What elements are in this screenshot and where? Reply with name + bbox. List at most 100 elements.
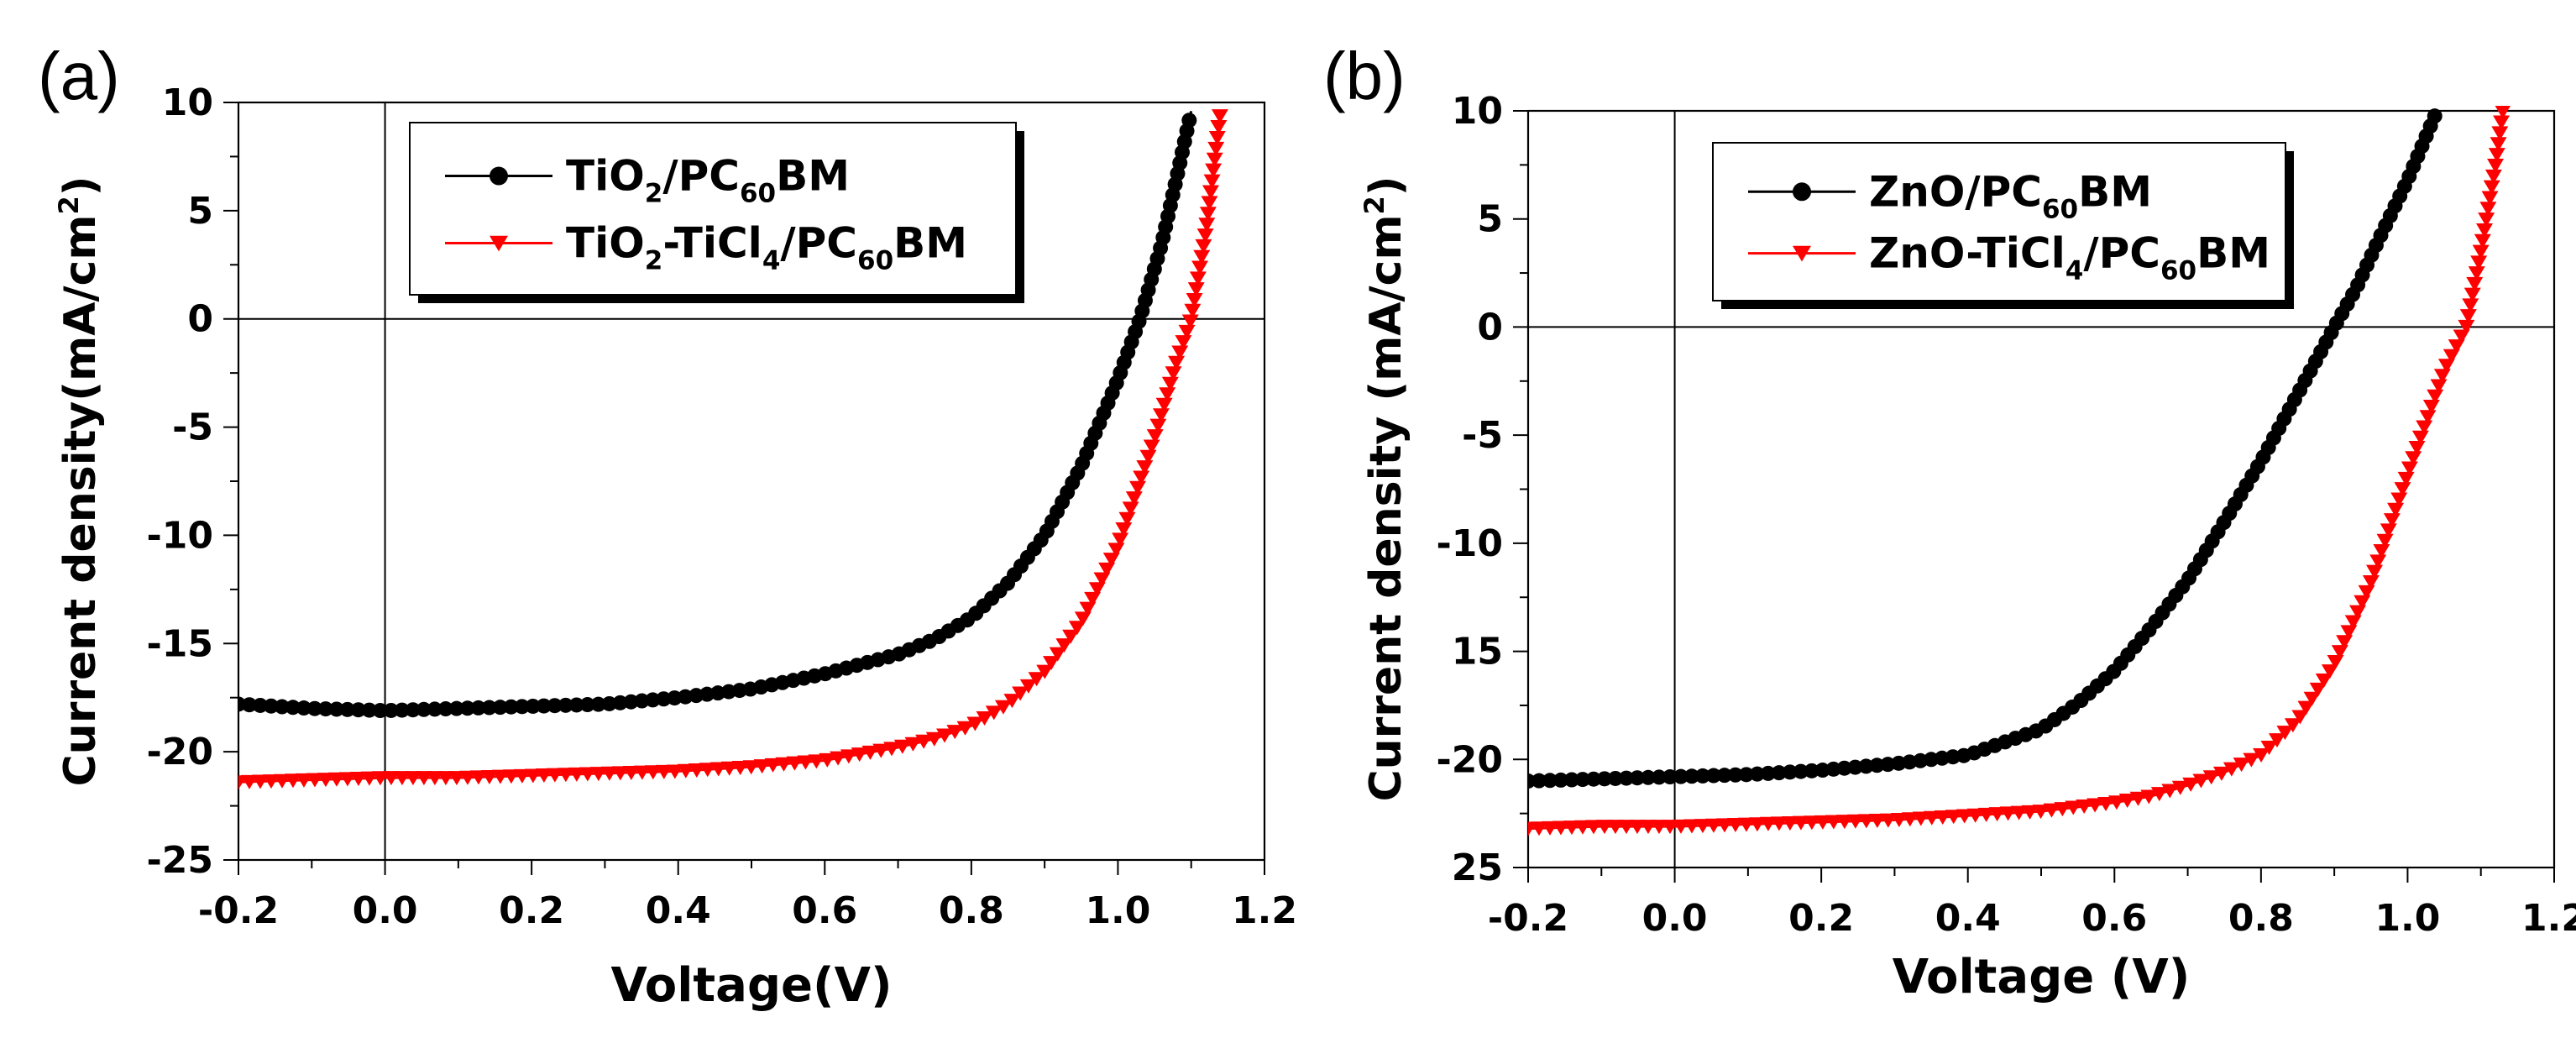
legend-label-part: -TiCl xyxy=(662,219,762,268)
data-point xyxy=(1683,768,1699,784)
data-point xyxy=(1102,553,1120,568)
data-point xyxy=(547,698,563,714)
data-point xyxy=(1552,820,1569,836)
y-axis-title-main: Current density(mA/cm xyxy=(55,215,106,787)
data-point xyxy=(2479,202,2497,217)
data-point xyxy=(2182,777,2200,792)
panel-label: (b) xyxy=(1323,39,1406,113)
data-point xyxy=(416,701,432,717)
data-point xyxy=(1595,820,1613,835)
data-point xyxy=(1782,764,1798,780)
data-point xyxy=(2376,533,2394,548)
data-point xyxy=(893,739,911,754)
data-point xyxy=(1606,820,1624,835)
y-tick-label: -5 xyxy=(1462,414,1503,457)
y-axis-title-end: ) xyxy=(1361,176,1411,196)
data-point xyxy=(1552,772,1568,788)
x-axis-title: Voltage(V) xyxy=(610,958,892,1013)
data-point xyxy=(2086,798,2104,813)
data-point xyxy=(1737,817,1755,832)
legend-label: ZnO/PC60BM xyxy=(1869,167,2152,224)
data-point xyxy=(2223,762,2240,777)
data-point xyxy=(786,756,804,771)
data-point xyxy=(2097,796,2115,811)
data-point xyxy=(2478,212,2495,228)
legend-label-part: 2 xyxy=(645,246,663,276)
data-point xyxy=(2362,574,2380,590)
data-point xyxy=(2387,502,2405,517)
legend-box xyxy=(1712,142,2286,301)
data-point xyxy=(666,764,683,779)
data-point xyxy=(2394,482,2411,497)
y-tick-label: 0 xyxy=(187,298,213,341)
data-point xyxy=(656,691,672,707)
data-point xyxy=(1149,418,1167,433)
data-point xyxy=(1146,429,1164,444)
data-point xyxy=(241,697,257,713)
data-point xyxy=(240,774,258,789)
data-point xyxy=(1771,765,1787,781)
data-point xyxy=(1825,815,1842,830)
data-point xyxy=(437,701,453,717)
data-point xyxy=(557,768,574,783)
data-point xyxy=(2458,319,2475,334)
data-point xyxy=(775,757,793,772)
data-point xyxy=(1966,808,1984,823)
data-point xyxy=(1178,324,1196,339)
data-point xyxy=(644,765,662,780)
legend-label-part: TiO xyxy=(566,219,645,268)
data-point xyxy=(568,767,585,782)
data-point xyxy=(1165,366,1182,381)
data-point xyxy=(1661,820,1678,835)
data-point xyxy=(936,728,954,743)
x-tick-label: 0.2 xyxy=(1788,897,1854,940)
data-point xyxy=(655,764,673,779)
data-point xyxy=(1880,757,1896,773)
data-point xyxy=(1727,767,1743,783)
data-point xyxy=(2129,791,2147,806)
y-tick-label: 25 xyxy=(1452,847,1503,889)
data-point xyxy=(2484,169,2502,184)
data-point xyxy=(1122,501,1139,516)
data-point xyxy=(1181,113,1197,128)
y-axis-title-group: Current density (mA/cm2) xyxy=(1359,176,1411,801)
data-point xyxy=(514,699,530,715)
data-point xyxy=(861,745,879,760)
legend-label-part: ZnO/PC xyxy=(1869,167,2042,216)
data-point xyxy=(1136,460,1154,475)
data-point xyxy=(393,771,411,786)
y-axis-title: Current density (mA/cm2) xyxy=(1359,176,1411,801)
data-point xyxy=(371,771,389,786)
data-point xyxy=(361,702,377,718)
legend-label-part: BM xyxy=(2196,229,2270,278)
data-point xyxy=(753,759,771,774)
data-point xyxy=(1175,335,1192,350)
data-point xyxy=(525,698,541,714)
data-point xyxy=(1760,765,1776,781)
data-point xyxy=(1206,152,1223,167)
data-point xyxy=(1187,282,1205,297)
data-point xyxy=(1629,770,1645,786)
data-point xyxy=(1825,761,1841,777)
data-point xyxy=(2291,710,2309,725)
data-point xyxy=(306,700,322,716)
legend-label-part: /PC xyxy=(2083,229,2160,278)
legend-label-part: BM xyxy=(776,152,850,201)
legend-label-part: TiO xyxy=(566,152,645,201)
series-red xyxy=(1528,106,2511,836)
data-point xyxy=(480,769,498,784)
data-point xyxy=(2488,148,2505,163)
data-point xyxy=(2380,523,2397,538)
y-tick-label: -15 xyxy=(147,622,214,665)
data-point xyxy=(1858,758,1874,774)
data-point xyxy=(2493,115,2511,130)
data-point xyxy=(634,693,650,709)
series-black xyxy=(238,110,1197,719)
legend-label-part: 60 xyxy=(740,179,776,209)
legend-label-part: BM xyxy=(2078,167,2152,216)
data-point xyxy=(2369,554,2387,569)
data-point xyxy=(274,699,290,715)
data-point xyxy=(2487,159,2505,174)
data-point xyxy=(1211,109,1228,124)
